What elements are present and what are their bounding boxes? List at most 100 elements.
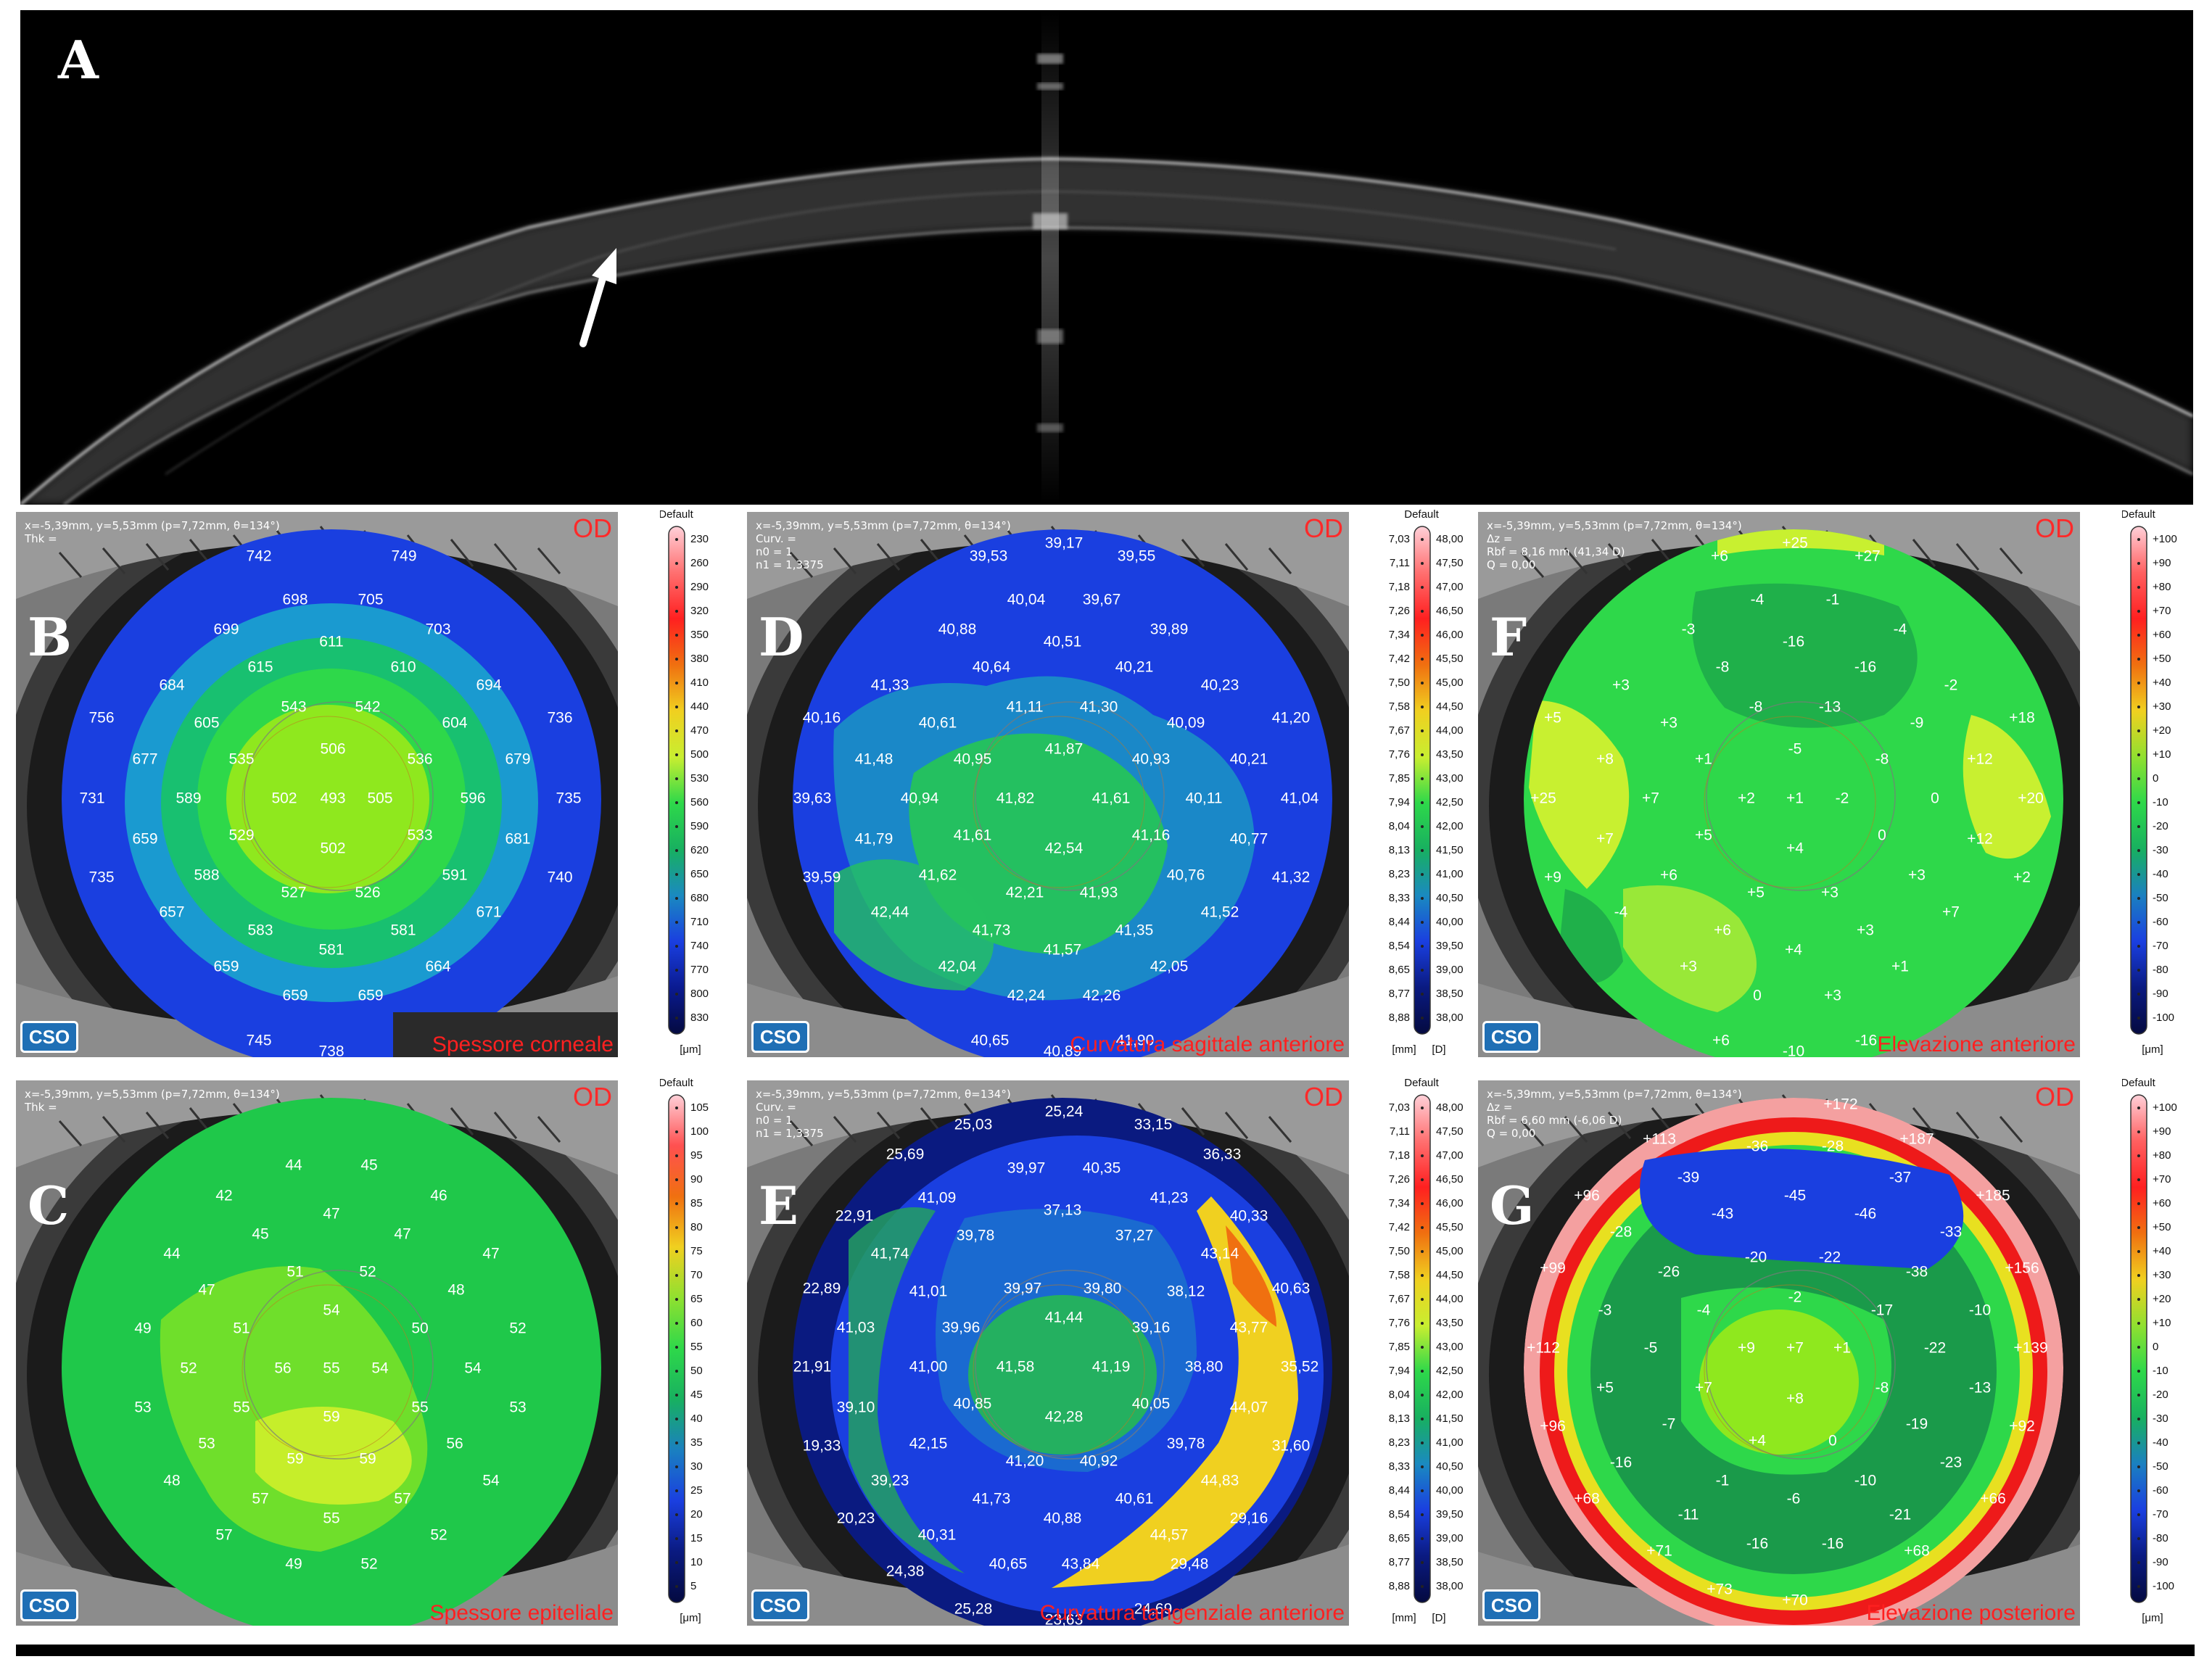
map-value: +18 xyxy=(2009,710,2035,727)
artifact-spot xyxy=(1037,329,1063,344)
scale-tick: 43,50 xyxy=(1436,748,1464,761)
map-value: 41,19 xyxy=(1092,1359,1131,1376)
map-value: +4 xyxy=(1785,942,1802,959)
color-map xyxy=(1524,529,2063,1057)
cso-logo: CSO xyxy=(20,1589,78,1621)
map-value: 40,85 xyxy=(954,1396,992,1412)
map-value: 543 xyxy=(281,699,306,716)
map-panel-f: +25 +27 +6 -4 -1 -3 -4 -16 -8 -16 +3 -2 -8 -13 +5 +18 +3… xyxy=(1478,512,2080,1057)
map-value: 0 xyxy=(1828,1433,1837,1449)
readout-line: x=-5,39mm, y=5,53mm (p=7,72mm, θ=134°) xyxy=(1487,519,1742,532)
cso-logo: CSO xyxy=(751,1021,809,1053)
scale-tick: +90 xyxy=(2153,557,2171,569)
color-scale: Default+100+90+80+70+60+50+40+30+20+100-… xyxy=(2122,1077,2177,1624)
scale-tick-mm: 7,85 xyxy=(1389,1341,1410,1353)
map-value: -8 xyxy=(1749,699,1763,716)
map-value: +2 xyxy=(1738,790,1755,807)
scale-tick: +30 xyxy=(2153,700,2171,713)
map-value: 39,55 xyxy=(1118,548,1156,565)
map-value: +3 xyxy=(1612,677,1630,694)
scale-tick: 40 xyxy=(690,1412,703,1425)
map-value: -36 xyxy=(1746,1138,1768,1155)
cornea-band xyxy=(20,159,2193,505)
map-value: 39,80 xyxy=(1084,1281,1122,1297)
scale-tick: +40 xyxy=(2153,1245,2171,1257)
map-value: 41,35 xyxy=(1115,922,1154,939)
scale-tick: +100 xyxy=(2153,533,2177,545)
scale-tick: 560 xyxy=(690,796,709,808)
map-value: 527 xyxy=(281,885,306,901)
scale-tick: 48,00 xyxy=(1436,533,1464,545)
scale-units: [μm] xyxy=(680,1612,701,1624)
scale-tick-mm: 7,26 xyxy=(1389,605,1410,617)
map-value: 43,84 xyxy=(1062,1556,1100,1573)
map-value: +9 xyxy=(1738,1340,1755,1357)
scale-tick: 44,50 xyxy=(1436,700,1464,713)
scale-tick-mm: 8,54 xyxy=(1389,940,1410,952)
map-value: 43,77 xyxy=(1230,1320,1268,1336)
map-value: 41,61 xyxy=(954,827,992,844)
map-value: 41,33 xyxy=(871,677,909,694)
map-value: 596 xyxy=(460,790,485,807)
scale-tick-mm: 7,58 xyxy=(1389,700,1410,713)
map-value: -45 xyxy=(1784,1188,1806,1204)
map-value: -16 xyxy=(1822,1536,1844,1552)
scale-tick: 50 xyxy=(690,1365,703,1377)
scale-tick-mm: 7,42 xyxy=(1389,653,1410,665)
map-value: +68 xyxy=(1904,1543,1930,1560)
scale-tick: +30 xyxy=(2153,1269,2171,1281)
scale-tick: -30 xyxy=(2153,844,2168,856)
map-value: 39,67 xyxy=(1083,592,1121,608)
panel-letter-f: F xyxy=(1490,606,1527,668)
map-value: +4 xyxy=(1749,1433,1766,1449)
scale-tick-mm: 7,50 xyxy=(1389,1245,1410,1257)
scale-tick: 38,00 xyxy=(1436,1012,1464,1024)
map-value: 40,51 xyxy=(1044,634,1082,650)
map-value: -2 xyxy=(1836,790,1849,807)
color-map xyxy=(793,1098,1332,1626)
map-value: 705 xyxy=(358,592,383,608)
readout-line: Δz = xyxy=(1487,1101,1513,1114)
map-value: 41,23 xyxy=(1150,1190,1189,1207)
scale-tick: 47,00 xyxy=(1436,581,1464,593)
readout-line: n1 = 1,3375 xyxy=(756,1127,824,1140)
scale-tick: 70 xyxy=(690,1269,703,1281)
map-value: +3 xyxy=(1857,922,1874,939)
map-value: 29,48 xyxy=(1171,1556,1209,1573)
scale-tick: 40,00 xyxy=(1436,1484,1464,1497)
map-value: -16 xyxy=(1855,1033,1877,1049)
map-value: 742 xyxy=(246,548,271,565)
map-value: 41,20 xyxy=(1272,710,1311,727)
map-value: 581 xyxy=(318,942,344,959)
readout-line: Thk = xyxy=(25,1101,57,1114)
scale-tick: -90 xyxy=(2153,1556,2168,1568)
map-value: 41,04 xyxy=(1281,790,1319,807)
measurement-readout: x=-5,39mm, y=5,53mm (p=7,72mm, θ=134°) Δz… xyxy=(1487,1088,1742,1140)
map-value: 40,89 xyxy=(1044,1043,1082,1057)
map-value: 40,95 xyxy=(954,751,992,768)
scale-tick: +10 xyxy=(2153,748,2171,761)
scale-tick: -50 xyxy=(2153,892,2168,904)
eye-side-label: OD xyxy=(1304,513,1343,543)
scale-tick-mm: 7,76 xyxy=(1389,748,1410,761)
map-value: 41,01 xyxy=(909,1283,948,1300)
scale-tick: -70 xyxy=(2153,940,2168,952)
scale-tick: 42,00 xyxy=(1436,820,1464,832)
map-value: 40,11 xyxy=(1186,790,1223,807)
map-value: 40,23 xyxy=(1201,677,1239,694)
map-value: 40,16 xyxy=(803,710,841,727)
scale-tick: 44,00 xyxy=(1436,724,1464,737)
map-value: 55 xyxy=(323,1510,339,1527)
scale-tick: 55 xyxy=(690,1341,703,1353)
map-value: +3 xyxy=(1824,988,1841,1004)
map-value: 55 xyxy=(411,1399,428,1416)
scale-tick-mm: 8,88 xyxy=(1389,1012,1410,1024)
map-value: +6 xyxy=(1660,867,1677,884)
scale-tick-mm: 8,44 xyxy=(1389,1484,1410,1497)
map-value: 53 xyxy=(198,1436,215,1452)
scale-tick: 105 xyxy=(690,1101,709,1114)
map-value: 659 xyxy=(132,831,157,848)
scale-tick: -70 xyxy=(2153,1508,2168,1521)
map-value: 52 xyxy=(509,1320,526,1337)
scale-tick: 20 xyxy=(690,1508,703,1521)
